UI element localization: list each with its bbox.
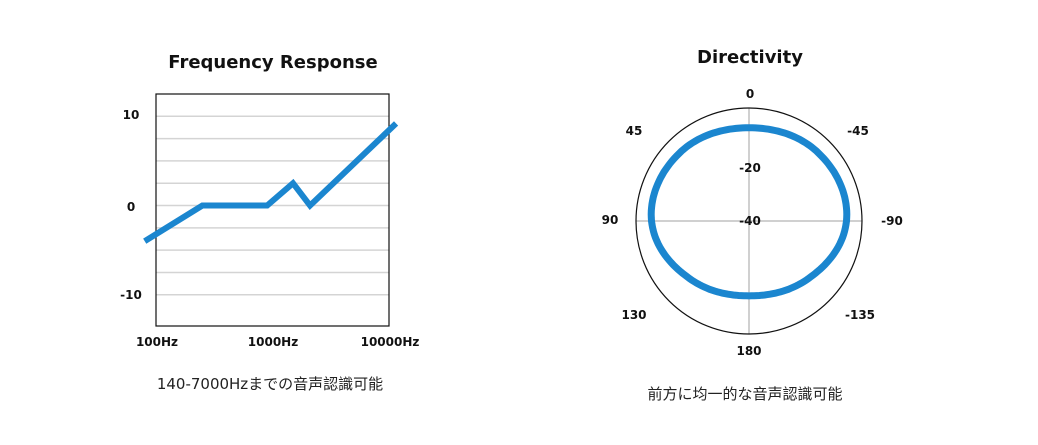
frequency-response-line: [143, 121, 399, 244]
directivity-pattern: [647, 124, 851, 300]
freq-title: Frequency Response: [168, 52, 377, 73]
y-tick-label: 10: [123, 108, 140, 122]
polar-outer-ring: [635, 107, 863, 335]
directivity-chart: Directivity 0 45 -45 90 -90 130 -135 180…: [602, 47, 903, 403]
directivity-title: Directivity: [697, 47, 803, 68]
angle-label: -135: [845, 308, 875, 322]
x-tick-label: 10000Hz: [361, 335, 420, 349]
x-tick-label: 1000Hz: [248, 335, 298, 349]
angle-label: 0: [746, 87, 754, 101]
frequency-response-chart: Frequency Response 10 0 -10 100Hz 1000Hz…: [120, 52, 419, 393]
freq-plot-frame: [155, 93, 390, 327]
y-tick-label: -10: [120, 288, 142, 302]
radial-label: -40: [739, 214, 761, 228]
angle-label: 90: [602, 213, 619, 227]
y-tick-label: 0: [127, 200, 135, 214]
freq-caption: 140-7000Hzまでの音声認識可能: [157, 375, 383, 393]
angle-label: -45: [847, 124, 869, 138]
x-tick-label: 100Hz: [136, 335, 178, 349]
angle-label: -90: [881, 214, 903, 228]
directivity-caption: 前方に均一的な音声認識可能: [647, 385, 842, 403]
angle-label: 45: [626, 124, 643, 138]
radial-label: -20: [739, 161, 761, 175]
angle-label: 130: [621, 308, 646, 322]
angle-label: 180: [736, 344, 761, 358]
